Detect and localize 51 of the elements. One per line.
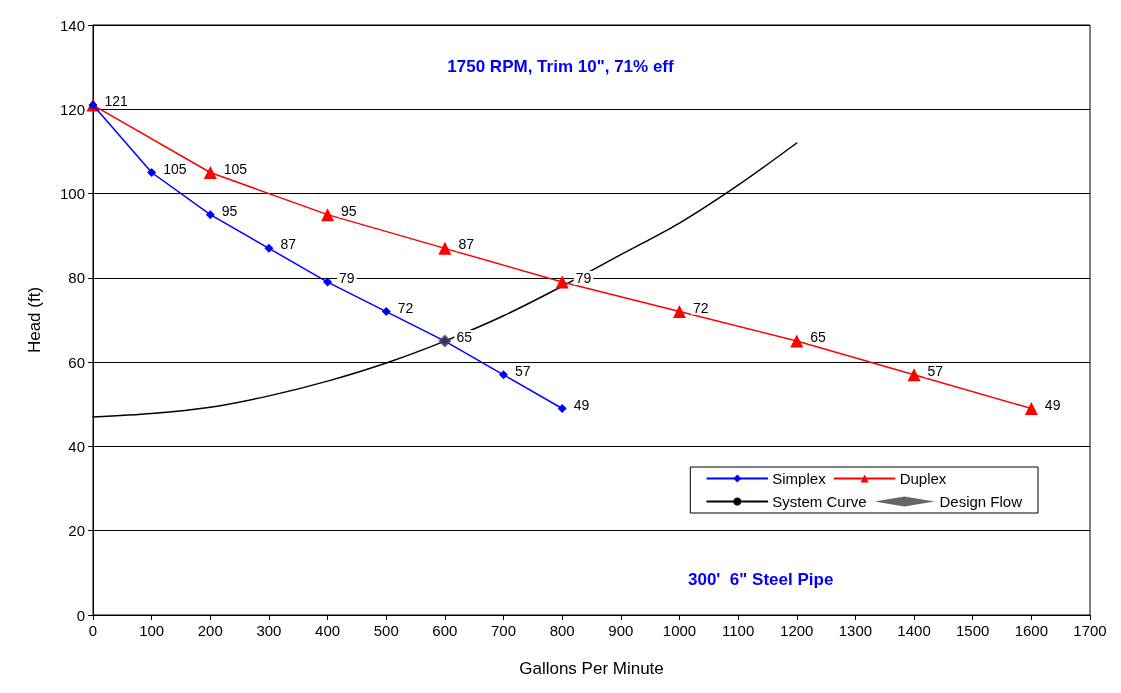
x-tick-label: 400 (315, 622, 341, 639)
x-tick-label: 300 (256, 622, 282, 639)
data-label: 49 (1044, 396, 1061, 413)
data-label: 95 (221, 202, 238, 219)
data-label: 121 (104, 93, 129, 110)
x-tick-label: 1100 (721, 622, 755, 639)
data-label: 79 (339, 270, 355, 287)
legend-label: System Curve (772, 493, 867, 510)
data-label: 105 (163, 160, 187, 177)
data-label: 105 (223, 160, 248, 177)
x-tick-label: 0 (88, 622, 98, 639)
x-tick-label: 900 (608, 622, 634, 639)
data-label: 79 (575, 270, 592, 287)
y-tick-label: 140 (59, 16, 85, 34)
y-tick-label: 40 (68, 437, 85, 455)
y-tick-label: 0 (76, 606, 85, 624)
data-label: 49 (573, 396, 590, 413)
x-axis-title: Gallons Per Minute (519, 659, 664, 678)
y-axis-title: Head (ft) (25, 286, 44, 354)
x-tick-label: 1700 (1073, 622, 1107, 639)
legend-label: Design Flow (939, 493, 1023, 510)
x-tick-label: 600 (432, 622, 458, 639)
data-label: 87 (280, 236, 297, 253)
data-label: 57 (927, 362, 944, 379)
data-label: 57 (515, 362, 531, 379)
data-label: 87 (458, 236, 475, 253)
x-tick-label: 500 (373, 622, 399, 639)
y-tick-label: 100 (59, 185, 85, 203)
x-tick-label: 1400 (897, 622, 931, 639)
x-tick-label: 700 (491, 622, 517, 639)
data-label: 95 (341, 202, 357, 219)
y-tick-label: 120 (59, 100, 85, 118)
x-tick-label: 1200 (780, 622, 814, 639)
y-tick-label: 80 (68, 269, 85, 287)
data-label: 72 (692, 299, 709, 316)
x-tick-label: 200 (197, 622, 223, 639)
data-label: 72 (397, 299, 414, 316)
y-tick-label: 20 (68, 522, 85, 540)
legend-label: Duplex (899, 470, 947, 487)
x-tick-label: 1500 (956, 622, 990, 639)
annotation: 300' 6" Steel Pipe (688, 570, 834, 589)
data-label: 65 (810, 329, 827, 346)
x-tick-label: 1000 (662, 622, 697, 639)
data-label: 65 (456, 329, 473, 346)
x-tick-label: 1300 (838, 622, 873, 639)
x-tick-label: 100 (139, 622, 165, 639)
text: 1750 RPM, Trim 10", 71% eff (447, 57, 674, 76)
x-tick-label: 800 (549, 622, 575, 639)
y-tick-label: 60 (68, 353, 85, 371)
x-tick-label: 1600 (1014, 622, 1049, 639)
legend-label: Simplex (772, 470, 827, 487)
